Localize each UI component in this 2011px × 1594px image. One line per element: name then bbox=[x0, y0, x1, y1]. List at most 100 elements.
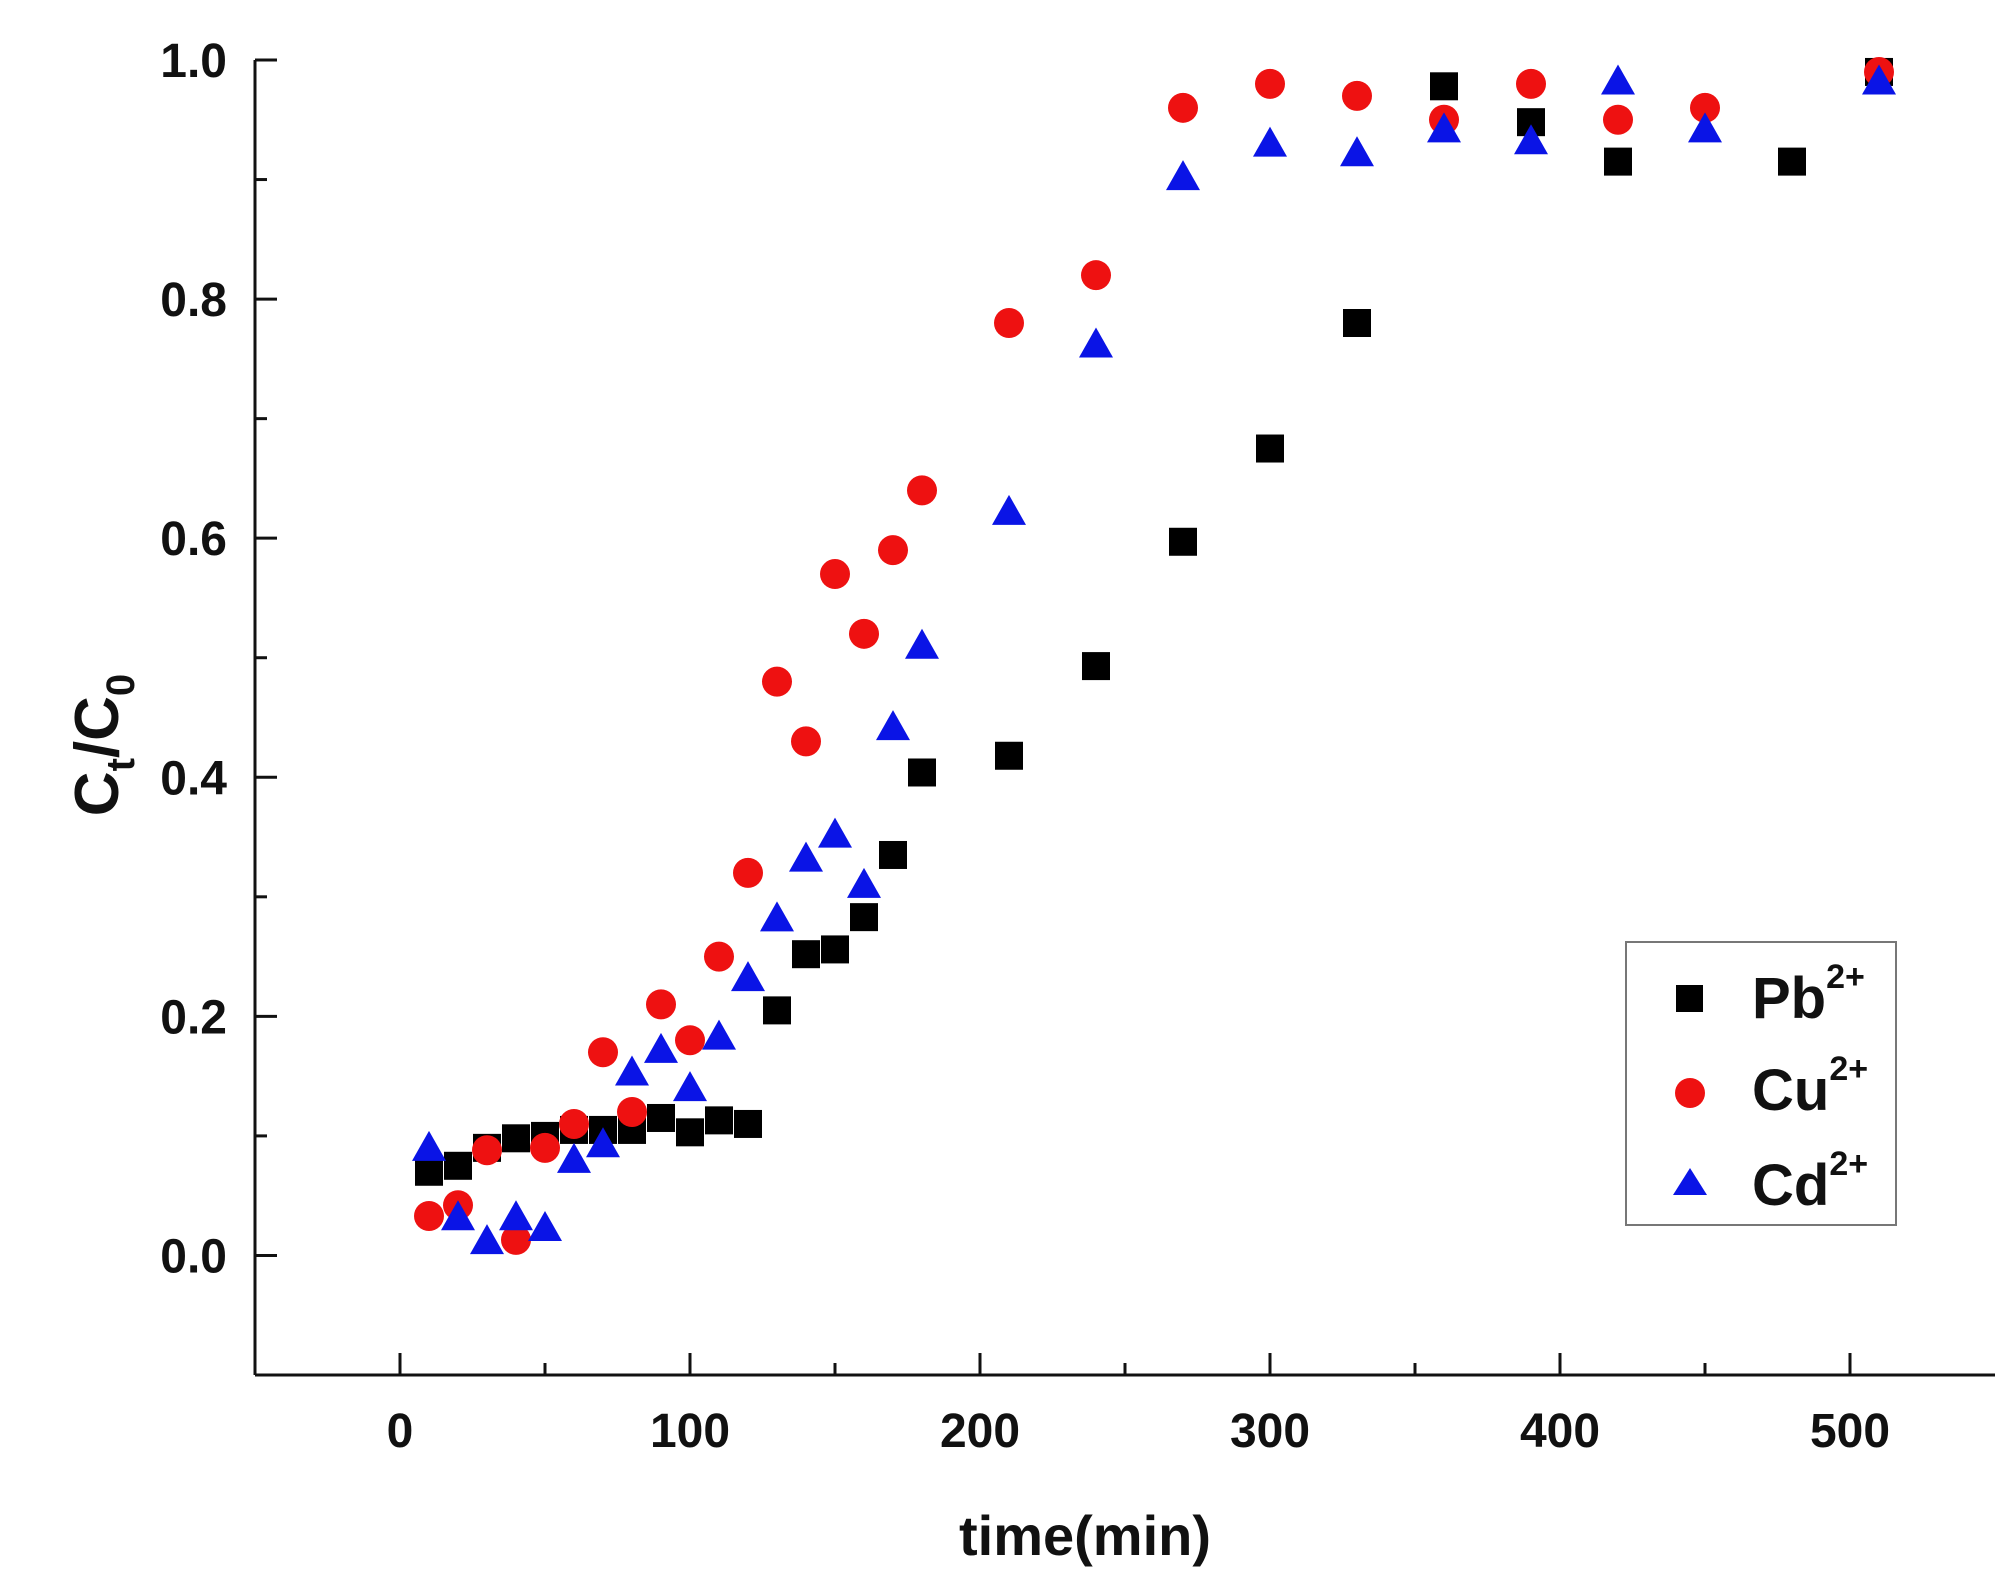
svg-text:Cd2+: Cd2+ bbox=[1752, 1145, 1868, 1218]
point-cd bbox=[905, 628, 939, 659]
point-cd bbox=[1340, 136, 1374, 167]
point-pb bbox=[647, 1103, 675, 1132]
point-pb bbox=[821, 935, 849, 964]
point-cu bbox=[878, 535, 908, 566]
svg-text:Pb2+: Pb2+ bbox=[1752, 958, 1865, 1031]
point-cu bbox=[588, 1037, 618, 1068]
point-pb bbox=[444, 1151, 472, 1180]
point-pb bbox=[1082, 652, 1110, 681]
series-cd bbox=[412, 64, 1896, 1255]
point-cd bbox=[789, 841, 823, 872]
point-cu bbox=[791, 726, 821, 757]
point-cd bbox=[760, 901, 794, 932]
point-cu bbox=[994, 308, 1024, 338]
point-pb bbox=[705, 1106, 733, 1135]
point-pb bbox=[879, 840, 907, 869]
point-cd bbox=[1688, 112, 1722, 143]
y-title-sub2: 0 bbox=[99, 674, 143, 696]
point-cd bbox=[992, 494, 1026, 525]
legend-charge-cd: 2+ bbox=[1829, 1145, 1868, 1183]
y-title-c1: C bbox=[63, 771, 132, 816]
x-axis-title: time(min) bbox=[959, 1504, 1211, 1567]
y-title-slash: / bbox=[63, 741, 132, 758]
point-cd bbox=[615, 1055, 649, 1086]
svg-text:Cu2+: Cu2+ bbox=[1752, 1050, 1868, 1123]
point-cd bbox=[818, 817, 852, 848]
point-pb bbox=[1778, 147, 1806, 176]
legend-label-pb: Pb bbox=[1752, 966, 1826, 1031]
point-cd bbox=[1253, 126, 1287, 157]
x-tick-label: 500 bbox=[1810, 1405, 1890, 1458]
point-pb bbox=[734, 1109, 762, 1138]
point-pb bbox=[1604, 147, 1632, 176]
y-tick-label: 0.8 bbox=[160, 274, 227, 327]
legend-charge-cu: 2+ bbox=[1829, 1050, 1868, 1088]
point-cd bbox=[528, 1210, 562, 1241]
point-cu bbox=[1081, 260, 1111, 291]
point-cd bbox=[731, 961, 765, 992]
point-cu bbox=[646, 989, 676, 1020]
point-pb bbox=[1430, 72, 1458, 101]
legend-marker-pb bbox=[1676, 985, 1703, 1012]
point-cu bbox=[530, 1132, 560, 1163]
legend-label-cd: Cd bbox=[1752, 1153, 1829, 1218]
point-cu bbox=[1516, 68, 1546, 99]
svg-text:Ct/C0: Ct/C0 bbox=[63, 674, 143, 816]
point-cu bbox=[704, 941, 734, 972]
y-axis-title: Ct/C0 bbox=[63, 674, 143, 816]
point-cd bbox=[1427, 112, 1461, 143]
x-tick-label: 200 bbox=[940, 1405, 1020, 1458]
point-pb bbox=[1256, 434, 1284, 463]
point-cu bbox=[849, 618, 879, 649]
x-tick-label: 100 bbox=[650, 1405, 730, 1458]
point-pb bbox=[850, 903, 878, 932]
data-marks bbox=[412, 56, 1896, 1255]
point-cd bbox=[644, 1032, 678, 1063]
y-tick-label: 0.6 bbox=[160, 513, 227, 566]
point-pb bbox=[908, 758, 936, 787]
y-tick-label: 0.4 bbox=[160, 752, 227, 805]
legend: Pb2+ Cu2+ Cd2+ bbox=[1625, 941, 1897, 1226]
y-title-c2: C bbox=[63, 696, 132, 741]
point-cu bbox=[907, 475, 937, 506]
legend-marker-cd bbox=[1673, 1168, 1707, 1195]
point-pb bbox=[415, 1157, 443, 1186]
point-cd bbox=[673, 1071, 707, 1102]
legend-label-cu: Cu bbox=[1752, 1058, 1829, 1123]
point-cu bbox=[675, 1025, 705, 1056]
point-cd bbox=[1079, 327, 1113, 358]
y-tick-label: 0.0 bbox=[160, 1230, 227, 1283]
point-cu bbox=[762, 666, 792, 697]
point-cd bbox=[586, 1127, 620, 1158]
x-tick-label: 300 bbox=[1230, 1405, 1310, 1458]
point-cu bbox=[1342, 80, 1372, 111]
point-cu bbox=[820, 559, 850, 590]
legend-charge-pb: 2+ bbox=[1826, 958, 1865, 996]
point-pb bbox=[792, 940, 820, 969]
y-tick-label: 1.0 bbox=[160, 35, 227, 88]
point-cd bbox=[470, 1224, 504, 1255]
point-pb bbox=[676, 1118, 704, 1147]
point-cd bbox=[412, 1130, 446, 1161]
point-cu bbox=[617, 1097, 647, 1127]
point-cd bbox=[876, 710, 910, 741]
legend-marker-cu bbox=[1675, 1078, 1705, 1108]
point-cu bbox=[1690, 92, 1720, 123]
point-cd bbox=[702, 1019, 736, 1050]
point-pb bbox=[995, 741, 1023, 770]
point-pb bbox=[502, 1124, 530, 1153]
point-cu bbox=[414, 1201, 444, 1232]
point-cd bbox=[847, 867, 881, 898]
point-cu bbox=[1603, 104, 1633, 135]
point-cd bbox=[499, 1200, 533, 1231]
point-cd bbox=[557, 1142, 591, 1173]
point-cd bbox=[1514, 124, 1548, 155]
point-cu bbox=[472, 1135, 502, 1166]
x-tick-label: 0 bbox=[387, 1405, 414, 1458]
y-title-sub1: t bbox=[99, 758, 143, 771]
point-cd bbox=[1862, 64, 1896, 95]
point-cd bbox=[1601, 64, 1635, 95]
y-tick-label: 0.2 bbox=[160, 991, 227, 1044]
legend-box bbox=[1625, 941, 1897, 1226]
